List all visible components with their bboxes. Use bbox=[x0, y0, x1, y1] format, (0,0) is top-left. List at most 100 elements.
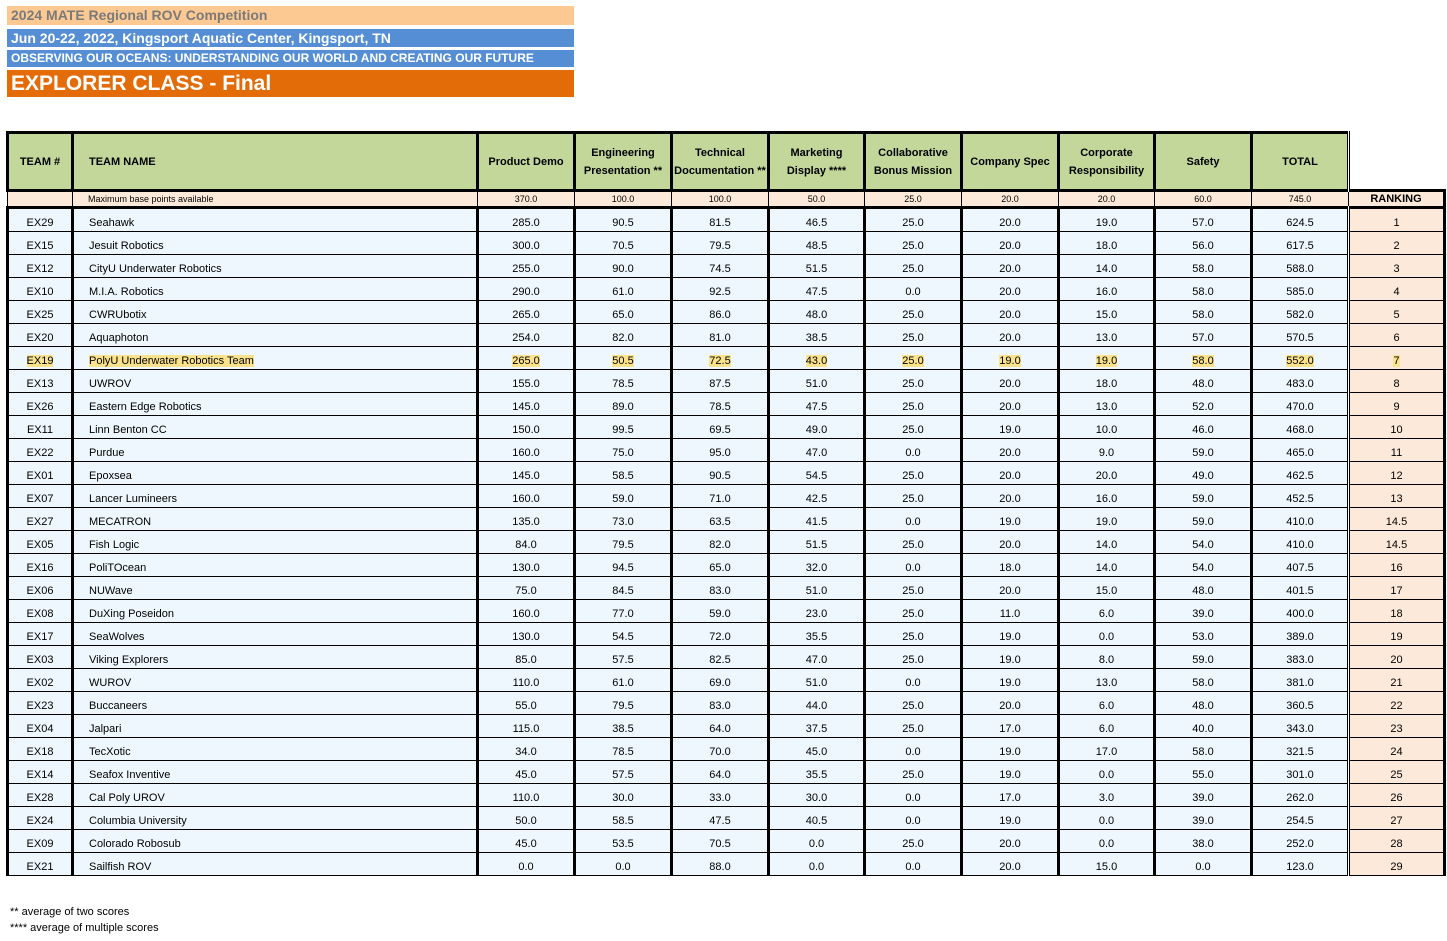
team-name: UWROV bbox=[89, 378, 132, 390]
safety: 49.0 bbox=[1192, 470, 1214, 482]
table-row: EX01 Epoxsea 145.0 58.5 90.5 54.5 25.0 20.0 20.0… bbox=[6, 461, 1446, 485]
safety-cell: 54.0 bbox=[1153, 553, 1252, 577]
total: 465.0 bbox=[1286, 447, 1314, 459]
safety: 39.0 bbox=[1192, 815, 1214, 827]
team-name: NUWave bbox=[89, 585, 133, 597]
technical-documentation-cell: 69.5 bbox=[670, 415, 769, 439]
product-demo: 145.0 bbox=[512, 470, 540, 482]
total: 570.5 bbox=[1286, 332, 1314, 344]
collaborative-bonus-cell: 0.0 bbox=[863, 806, 962, 830]
product-demo-cell: 135.0 bbox=[476, 507, 575, 531]
total: 582.0 bbox=[1286, 309, 1314, 321]
engineering-presentation: 75.0 bbox=[612, 447, 634, 459]
technical-documentation: 72.5 bbox=[709, 355, 731, 367]
marketing-display: 51.5 bbox=[805, 539, 828, 551]
safety: 59.0 bbox=[1192, 516, 1214, 528]
total-cell: 617.5 bbox=[1250, 231, 1349, 255]
total-cell: 252.0 bbox=[1250, 829, 1349, 853]
safety: 58.0 bbox=[1192, 355, 1214, 367]
company-spec-cell: 20.0 bbox=[960, 300, 1059, 324]
product-demo-cell: 84.0 bbox=[476, 530, 575, 554]
collaborative-bonus-cell: 25.0 bbox=[863, 346, 962, 370]
technical-documentation-cell: 83.0 bbox=[670, 576, 769, 600]
product-demo: 265.0 bbox=[512, 309, 540, 321]
column-header: Company Spec bbox=[960, 131, 1060, 192]
table-row: EX12 CityU Underwater Robotics 255.0 90.0 74… bbox=[6, 254, 1446, 278]
safety: 57.0 bbox=[1192, 217, 1214, 229]
corporate-responsibility-cell: 15.0 bbox=[1057, 576, 1155, 600]
marketing-display-cell: 47.5 bbox=[767, 392, 865, 416]
technical-documentation: 92.5 bbox=[709, 286, 731, 298]
company-spec-cell: 20.0 bbox=[960, 461, 1059, 485]
ranking-cell: 6 bbox=[1347, 323, 1446, 347]
class-title: EXPLORER CLASS - Final bbox=[7, 70, 574, 97]
engineering-presentation: 0.0 bbox=[615, 861, 631, 873]
marketing-display: 37.5 bbox=[805, 723, 828, 735]
total: 624.5 bbox=[1286, 217, 1314, 229]
company-spec-cell: 20.0 bbox=[960, 852, 1059, 876]
total-cell: 321.5 bbox=[1250, 737, 1349, 761]
team-name: Viking Explorers bbox=[89, 654, 169, 666]
collaborative-bonus-cell: 25.0 bbox=[863, 829, 962, 853]
safety-cell: 40.0 bbox=[1153, 714, 1252, 738]
marketing-display: 49.0 bbox=[805, 424, 828, 436]
table-row: EX21 Sailfish ROV 0.0 0.0 88.0 0.0 0.0 20.0 15.0… bbox=[6, 852, 1446, 876]
marketing-display: 51.0 bbox=[805, 378, 828, 390]
marketing-display: 46.5 bbox=[805, 217, 828, 229]
product-demo-cell: 45.0 bbox=[476, 760, 575, 784]
corporate-responsibility: 6.0 bbox=[1098, 608, 1115, 620]
ranking: 19 bbox=[1390, 631, 1403, 643]
technical-documentation: 65.0 bbox=[709, 562, 731, 574]
engineering-presentation-cell: 58.5 bbox=[573, 461, 672, 485]
collaborative-bonus-cell: 0.0 bbox=[863, 277, 962, 301]
product-demo-cell: 115.0 bbox=[476, 714, 575, 738]
engineering-presentation: 58.5 bbox=[612, 470, 634, 482]
total: 483.0 bbox=[1286, 378, 1314, 390]
collaborative-bonus: 25.0 bbox=[902, 263, 924, 275]
company-spec-cell: 19.0 bbox=[960, 737, 1059, 761]
table-row: EX29 Seahawk 285.0 90.5 81.5 46.5 25.0 20.0 19.0… bbox=[6, 206, 1446, 232]
product-demo: 50.0 bbox=[515, 815, 537, 827]
product-demo-cell: 150.0 bbox=[476, 415, 575, 439]
collaborative-bonus-cell: 0.0 bbox=[863, 737, 962, 761]
total: 383.0 bbox=[1286, 654, 1314, 666]
team-name: Jesuit Robotics bbox=[89, 240, 164, 252]
product-demo: 45.0 bbox=[515, 838, 537, 850]
ranking: 23 bbox=[1390, 723, 1403, 735]
collaborative-bonus-cell: 25.0 bbox=[863, 231, 962, 255]
team-number: EX21 bbox=[26, 861, 54, 873]
team-number-cell: EX22 bbox=[6, 438, 73, 462]
technical-documentation: 72.0 bbox=[709, 631, 731, 643]
max-label: Maximum base points available bbox=[72, 190, 478, 209]
safety: 40.0 bbox=[1192, 723, 1214, 735]
company-spec-cell: 19.0 bbox=[960, 645, 1059, 669]
technical-documentation: 82.5 bbox=[709, 654, 731, 666]
engineering-presentation: 99.5 bbox=[612, 424, 634, 436]
team-name-cell: Purdue bbox=[71, 438, 478, 462]
team-name: Seahawk bbox=[89, 217, 135, 229]
safety-cell: 46.0 bbox=[1153, 415, 1252, 439]
corporate-responsibility: 13.0 bbox=[1095, 677, 1118, 689]
engineering-presentation: 90.0 bbox=[612, 263, 634, 275]
product-demo: 290.0 bbox=[512, 286, 540, 298]
company-spec: 20.0 bbox=[999, 838, 1021, 850]
team-number: EX20 bbox=[26, 332, 54, 344]
team-number: EX26 bbox=[26, 401, 54, 413]
total: 360.5 bbox=[1286, 700, 1314, 712]
safety-cell: 57.0 bbox=[1153, 206, 1252, 232]
team-number-cell: EX23 bbox=[6, 691, 73, 715]
corporate-responsibility-cell: 20.0 bbox=[1057, 461, 1155, 485]
collaborative-bonus-cell: 25.0 bbox=[863, 369, 962, 393]
team-name-cell: Epoxsea bbox=[71, 461, 478, 485]
product-demo-cell: 45.0 bbox=[476, 829, 575, 853]
engineering-presentation: 30.0 bbox=[612, 792, 634, 804]
ranking-cell: 28 bbox=[1347, 829, 1446, 853]
technical-documentation-cell: 87.5 bbox=[670, 369, 769, 393]
team-name: Aquaphoton bbox=[89, 332, 149, 344]
engineering-presentation-cell: 65.0 bbox=[573, 300, 672, 324]
company-spec: 19.0 bbox=[999, 746, 1021, 758]
safety: 59.0 bbox=[1192, 654, 1214, 666]
technical-documentation: 70.5 bbox=[709, 838, 731, 850]
company-spec-cell: 20.0 bbox=[960, 277, 1059, 301]
company-spec-cell: 19.0 bbox=[960, 622, 1059, 646]
